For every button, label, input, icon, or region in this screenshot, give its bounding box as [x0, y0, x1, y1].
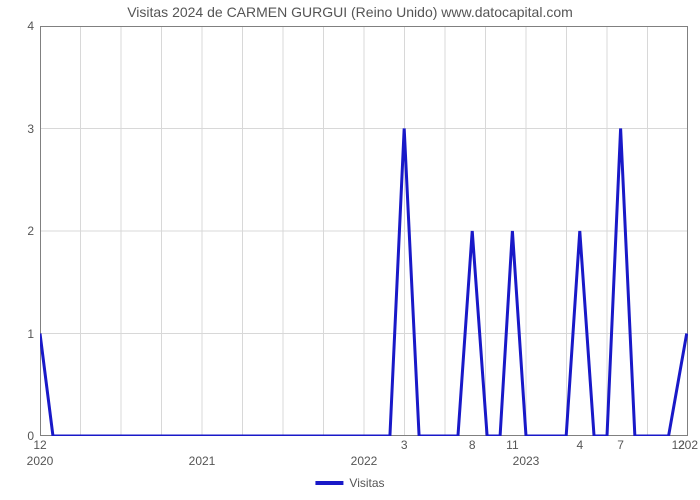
x-year-label: 2023	[513, 454, 540, 468]
chart-title: Visitas 2024 de CARMEN GURGUI (Reino Uni…	[0, 4, 700, 20]
x-month-label: 8	[469, 438, 476, 452]
x-year-label: 2021	[189, 454, 216, 468]
x-year-label: 2020	[27, 454, 54, 468]
chart-plot-area	[40, 26, 688, 436]
y-tick-label: 4	[27, 19, 34, 33]
x-month-label: 11	[506, 438, 518, 452]
x-month-label: 4	[576, 438, 583, 452]
legend-label: Visitas	[349, 476, 384, 490]
chart-legend: Visitas	[315, 476, 384, 490]
y-tick-label: 3	[27, 122, 34, 136]
legend-swatch	[315, 481, 343, 485]
x-month-label: 202	[678, 438, 698, 452]
y-tick-label: 2	[27, 224, 34, 238]
x-month-label: 3	[401, 438, 408, 452]
visits-line	[40, 129, 687, 437]
x-month-label: 12	[33, 438, 46, 452]
x-year-label: 2022	[351, 454, 378, 468]
y-tick-label: 1	[27, 327, 34, 341]
x-month-label: 7	[617, 438, 624, 452]
